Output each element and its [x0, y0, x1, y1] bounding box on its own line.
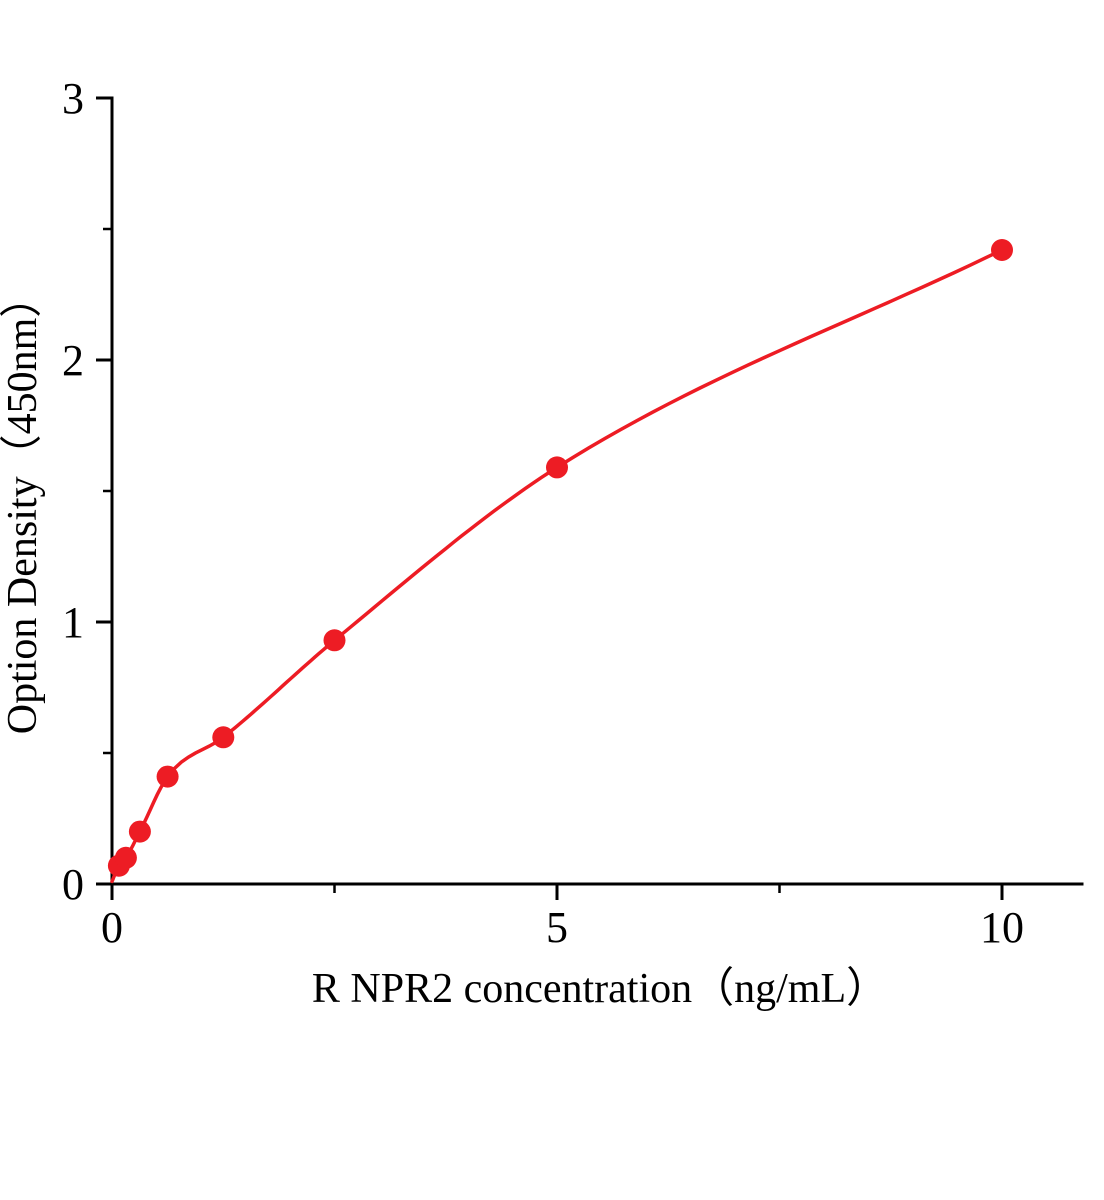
data-points	[107, 239, 1013, 877]
data-point	[128, 820, 151, 843]
data-point	[546, 456, 568, 479]
x-tick-label: 5	[546, 903, 568, 952]
y-tick-label: 0	[62, 860, 84, 909]
data-point	[991, 239, 1013, 261]
data-point	[114, 846, 137, 869]
data-point	[156, 765, 179, 788]
y-tick-label: 1	[62, 598, 84, 647]
tick-labels: 0 5 10 0 1 2 3	[62, 74, 1024, 952]
data-point	[323, 629, 346, 652]
x-tick-label: 10	[980, 903, 1024, 952]
y-axis-title: Option Density（450nm）	[0, 276, 46, 735]
axes	[110, 96, 1084, 886]
tick-marks	[96, 96, 1004, 900]
y-tick-label: 2	[62, 336, 84, 385]
x-tick-label: 0	[101, 903, 123, 952]
data-point	[212, 726, 235, 749]
x-axis-title: R NPR2 concentration（ng/mL）	[312, 966, 888, 1012]
y-tick-label: 3	[62, 74, 84, 123]
axis-lines	[110, 96, 1084, 886]
fitted-curve	[110, 248, 1004, 884]
